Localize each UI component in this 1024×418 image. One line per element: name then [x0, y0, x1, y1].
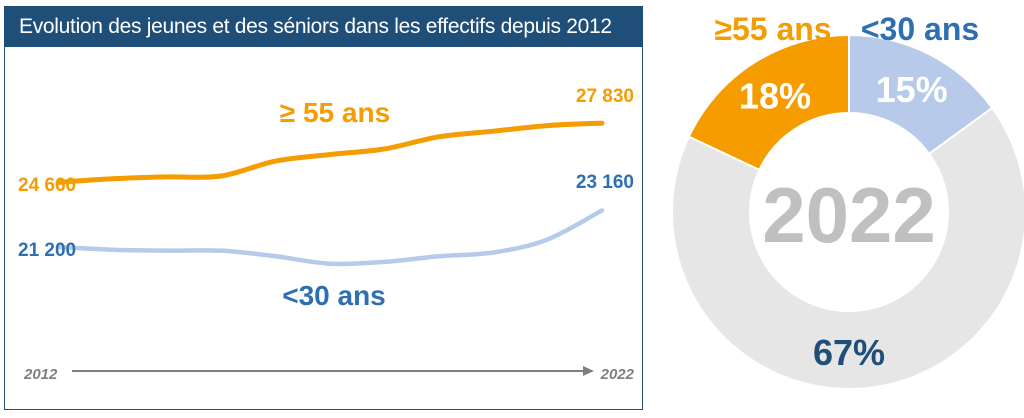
- line-chart-svg: ≥ 55 ans 24 660 27 830 <30 ans 21 200 23 160 2…: [18, 86, 635, 383]
- series-end-value: 27 830: [576, 86, 634, 107]
- series-name-label: <30 ans: [282, 280, 386, 311]
- slice-value-label: 15%: [876, 69, 948, 110]
- series-name-label: ≥ 55 ans: [280, 97, 390, 128]
- donut-center-label: 2022: [762, 171, 936, 259]
- slice-value-label: 18%: [739, 75, 811, 116]
- time-axis-arrow-icon: [583, 366, 594, 376]
- legend-juniors: <30 ans: [861, 11, 979, 47]
- slice-value-label: 67%: [813, 332, 885, 373]
- series-start-value: 21 200: [18, 240, 76, 261]
- axis-start-label: 2012: [23, 366, 58, 383]
- series-line-seniors: [55, 120, 605, 185]
- legend-seniors: ≥55 ans: [714, 11, 831, 47]
- donut-slice: [671, 106, 1024, 390]
- chart-title: Evolution des jeunes et des séniors dans…: [5, 7, 642, 47]
- axis-end-label: 2022: [600, 366, 635, 383]
- donut-slice: [687, 33, 850, 172]
- series-start-value: 24 660: [18, 175, 76, 196]
- series-line-juniors: [55, 208, 605, 267]
- series-end-value: 23 160: [576, 172, 634, 193]
- line-chart-panel: Evolution des jeunes et des séniors dans…: [4, 6, 643, 410]
